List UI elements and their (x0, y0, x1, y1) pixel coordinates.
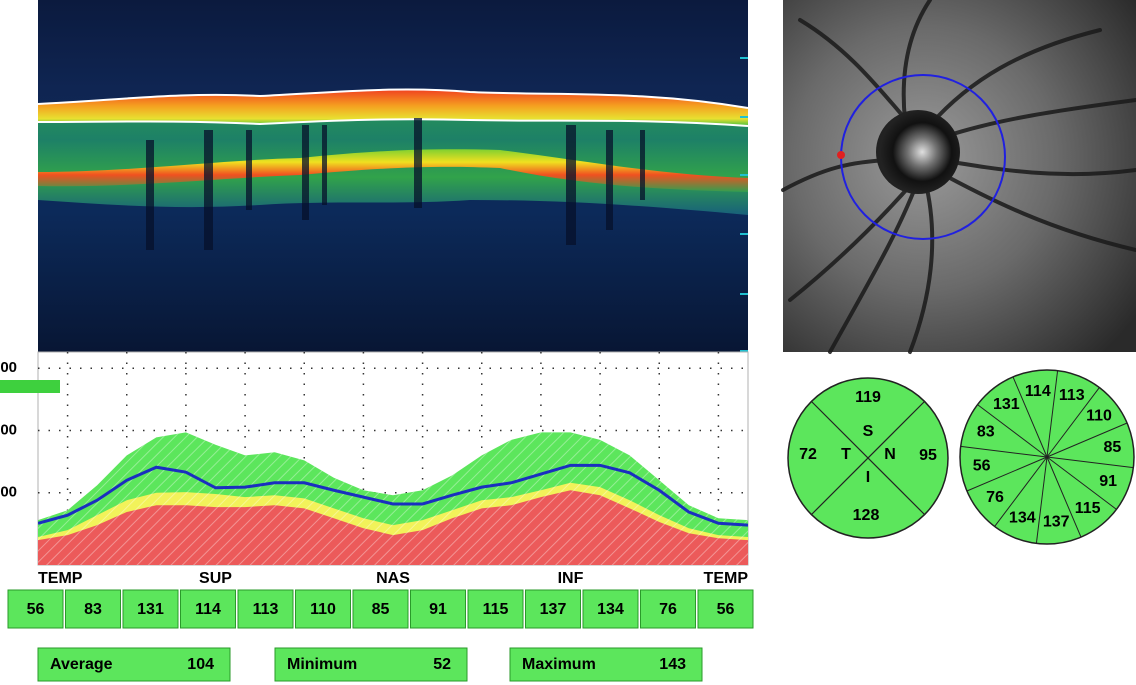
sector-value: 131 (137, 601, 164, 618)
summary-value: 104 (187, 656, 214, 673)
clock-hour-value: 56 (973, 457, 991, 474)
clock-hour-value: 131 (993, 396, 1020, 413)
clock-hour-value: 85 (1103, 439, 1121, 456)
oct-scan (38, 0, 748, 352)
sector-value: 56 (717, 601, 735, 618)
quadrant-value: 119 (855, 389, 881, 406)
quadrant-letter: I (866, 469, 870, 486)
summary-label: Average (50, 656, 113, 673)
quadrant-value: 72 (799, 446, 817, 463)
y-tick-label: 100 (0, 484, 17, 501)
clock-hour-value: 91 (1099, 473, 1117, 490)
report-canvas: 1141131108591115137134765683131 01002003… (0, 0, 1136, 685)
quadrant-value: 95 (919, 447, 937, 464)
sector-value: 115 (483, 601, 509, 618)
sector-value: 56 (27, 601, 45, 618)
clock-hour-value: 114 (1025, 383, 1051, 400)
quadrant-letter: T (841, 446, 851, 463)
x-tick-label: SUP (199, 570, 232, 587)
summary-label: Minimum (287, 656, 357, 673)
sector-value: 114 (195, 601, 221, 618)
clock-hour-value: 110 (1086, 408, 1112, 425)
clock-hour-value: 76 (986, 489, 1004, 506)
y-tick-label: 300 (0, 359, 17, 376)
clock-hour-value: 134 (1009, 509, 1036, 526)
x-tick-label: INF (558, 570, 584, 587)
sector-value: 113 (253, 601, 279, 618)
x-tick-label: NAS (376, 570, 410, 587)
clock-hour-value: 115 (1075, 500, 1101, 517)
quadrant-value: 128 (853, 507, 880, 524)
sector-value: 137 (540, 601, 567, 618)
x-tick-label: TEMP (38, 570, 83, 587)
quadrant-letter: S (863, 423, 874, 440)
sector-value: 91 (429, 601, 447, 618)
sector-value: 83 (84, 601, 102, 618)
summary-value: 143 (659, 656, 686, 673)
sector-value: 85 (372, 601, 390, 618)
summary-value: 52 (433, 656, 451, 673)
clock-hour-value: 113 (1059, 387, 1085, 404)
graph-legend-swatch (0, 380, 60, 393)
sector-value: 76 (659, 601, 677, 618)
clock-hour-value: 137 (1043, 514, 1070, 531)
clock-hour-value: 83 (977, 423, 995, 440)
fundus-image (783, 0, 1136, 352)
x-tick-label: TEMP (704, 570, 749, 587)
sector-value: 110 (310, 601, 336, 618)
quadrant-letter: N (884, 446, 896, 463)
report: 1141131108591115137134765683131 01002003… (0, 0, 1136, 685)
summary-label: Maximum (522, 656, 596, 673)
y-tick-label: 200 (0, 421, 17, 438)
sector-value: 134 (597, 601, 624, 618)
